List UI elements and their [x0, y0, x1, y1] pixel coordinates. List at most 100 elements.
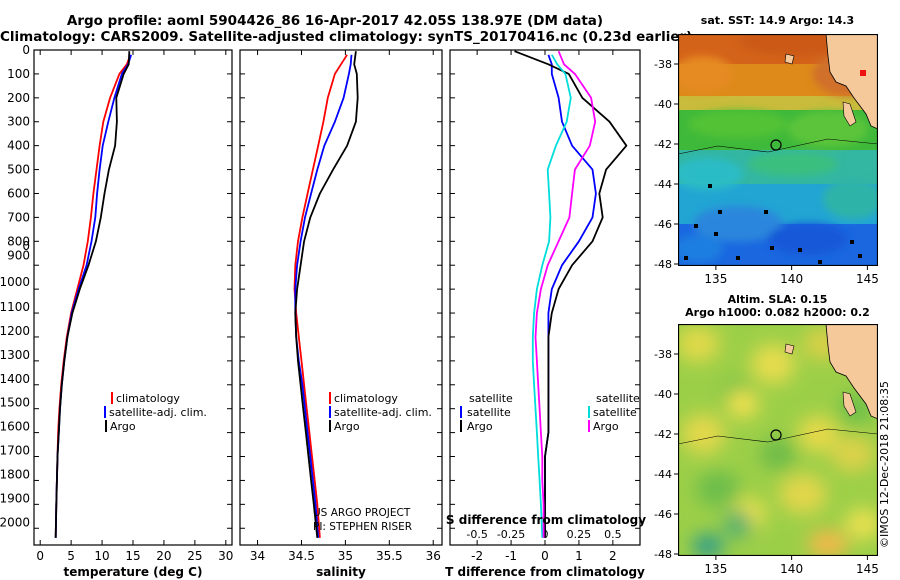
lon-tick-label: 140 — [780, 272, 803, 286]
s-diff-tick-label: -0.5 — [466, 528, 487, 541]
series-line-argo — [54, 51, 131, 538]
legend-label-satellite: satellite-adj. clim. — [109, 406, 207, 419]
temperature-x-axis: 0 5 10 15 20 25 30 — [36, 50, 233, 563]
lat-tick-label: -44 — [654, 468, 672, 481]
sla-map-title: Altim. SLA: 0.15 — [727, 293, 828, 306]
t-difference-axis-label: T difference from climatology — [445, 565, 645, 579]
y-tick-label: 0 — [22, 239, 30, 253]
lat-tick-label: -38 — [654, 348, 672, 361]
y-tick-label: 500 — [7, 163, 30, 177]
y-tick-label: 1800 — [0, 467, 30, 481]
x-tick-label: 1 — [575, 549, 583, 563]
legend-label-climatology: climatology — [116, 392, 180, 405]
x-tick-label: 0 — [36, 549, 44, 563]
salinity-axis-label: salinity — [316, 565, 366, 579]
sla-map: -38 -40 -42 -44 -46 -48 135 140 145 — [654, 324, 879, 576]
temperature-axis-label: temperature (deg C) — [64, 565, 203, 579]
series-line-satellite-temperature — [544, 54, 597, 538]
legend-label-s-satellite: satellite — [593, 406, 637, 419]
y-tick-label: 1700 — [0, 444, 30, 458]
lat-tick-label: -40 — [654, 388, 672, 401]
legend-label-t-satellite: satellite — [467, 406, 511, 419]
x-tick-label: 2 — [609, 549, 617, 563]
lon-tick-label: 135 — [704, 272, 727, 286]
lat-tick-label: -38 — [654, 58, 672, 71]
temperature-legend: climatology satellite-adj. clim. Argo — [104, 392, 207, 433]
legend-label-t-argo: Argo — [467, 420, 493, 433]
x-tick-label: 35.5 — [376, 549, 403, 563]
y-tick-label: 800 — [7, 234, 30, 248]
y-tick-label: 900 — [7, 249, 30, 263]
lon-tick-label: 140 — [780, 562, 803, 576]
salinity-x-axis: 34 34.5 35 35.5 36 — [250, 50, 441, 563]
series-line-argo — [294, 51, 359, 538]
page-subtitle: Climatology: CARS2009. Satellite-adjuste… — [0, 29, 693, 45]
y-tick-label: 1100 — [0, 300, 30, 314]
lat-tick-label: -46 — [654, 218, 672, 231]
x-tick-label: -2 — [471, 549, 483, 563]
x-tick-label: 20 — [156, 549, 171, 563]
legend-label-argo: Argo — [334, 420, 360, 433]
x-tick-label: 25 — [187, 549, 202, 563]
page-title: Argo profile: aoml 5904426_86 16-Apr-201… — [66, 13, 604, 29]
series-line-argo-salinity — [534, 50, 597, 538]
s-difference-axis-label: S difference from climatology — [446, 513, 646, 527]
x-tick-label: 10 — [94, 549, 109, 563]
lat-tick-label: -42 — [654, 428, 672, 441]
y-tick-label: 1200 — [0, 324, 30, 338]
sla-argo-marker — [770, 429, 782, 441]
credit-line2: PI: STEPHEN RISER — [313, 521, 412, 533]
lat-tick-label: -40 — [654, 98, 672, 111]
legend-heading-temperature: satellite — [469, 392, 513, 405]
sst-map-axes: -38 -40 -42 -44 -46 -48 135 140 145 — [654, 58, 879, 286]
sla-map-axes: -38 -40 -42 -44 -46 -48 135 140 145 — [654, 348, 879, 576]
series-line-satellite-adj-clim- — [54, 54, 132, 538]
y-tick-label: 1500 — [0, 396, 30, 410]
legend-label-satellite: satellite-adj. clim. — [334, 406, 432, 419]
y-tick-label: 0 — [22, 43, 30, 57]
s-diff-tick-label: -0.25 — [497, 528, 525, 541]
lon-tick-label: 145 — [856, 562, 879, 576]
depth-axis: 0100200300400500600700800090010001100120… — [0, 43, 640, 529]
lat-tick-label: -44 — [654, 178, 672, 191]
lon-tick-label: 135 — [704, 562, 727, 576]
x-tick-label: 5 — [67, 549, 75, 563]
x-tick-label: 15 — [125, 549, 140, 563]
sst-argo-marker — [770, 139, 782, 151]
legend-heading-salinity: satellite — [596, 392, 640, 405]
y-tick-label: 1300 — [0, 348, 30, 362]
x-tick-label: 30 — [218, 549, 233, 563]
x-tick-label: 34.5 — [288, 549, 315, 563]
s-difference-x-axis: -0.5 -0.25 0 0.25 0.5 — [466, 528, 621, 541]
x-tick-label: 34 — [250, 549, 265, 563]
y-tick-label: 200 — [7, 91, 30, 105]
x-tick-label: 0 — [541, 549, 549, 563]
series-line-argo-temperature — [514, 50, 628, 538]
y-tick-label: 700 — [7, 210, 30, 224]
series-line-satellite-adj-clim- — [294, 54, 353, 538]
series-line-satellite-salinity — [531, 54, 572, 538]
y-tick-label: 100 — [7, 67, 30, 81]
salinity-panel-frame — [239, 49, 443, 546]
s-diff-tick-label: 0.5 — [604, 528, 622, 541]
legend-label-argo: Argo — [110, 420, 136, 433]
y-tick-label: 300 — [7, 115, 30, 129]
lat-tick-label: -48 — [654, 548, 672, 561]
s-diff-tick-label: 0.25 — [567, 528, 592, 541]
series-line-climatology — [293, 54, 348, 538]
lat-tick-label: -42 — [654, 138, 672, 151]
y-tick-label: 600 — [7, 186, 30, 200]
y-tick-label: 2000 — [0, 515, 30, 529]
y-tick-label: 1900 — [0, 491, 30, 505]
x-tick-label: 35 — [338, 549, 353, 563]
salinity-legend: climatology satellite-adj. clim. Argo — [329, 392, 432, 433]
difference-legend: satellite satellite Argo satellite satel… — [460, 392, 640, 433]
credit-line1: US ARGO PROJECT — [313, 507, 411, 519]
sst-map: -38 -40 -42 -44 -46 -48 135 140 145 — [654, 34, 879, 286]
temperature-panel: 0100200300400500600700800090010001100120… — [0, 43, 640, 579]
y-tick-label: 1400 — [0, 372, 30, 386]
sst-map-title: sat. SST: 14.9 Argo: 14.3 — [700, 14, 855, 27]
y-tick-label: 1000 — [0, 275, 30, 289]
lat-tick-label: -48 — [654, 258, 672, 271]
